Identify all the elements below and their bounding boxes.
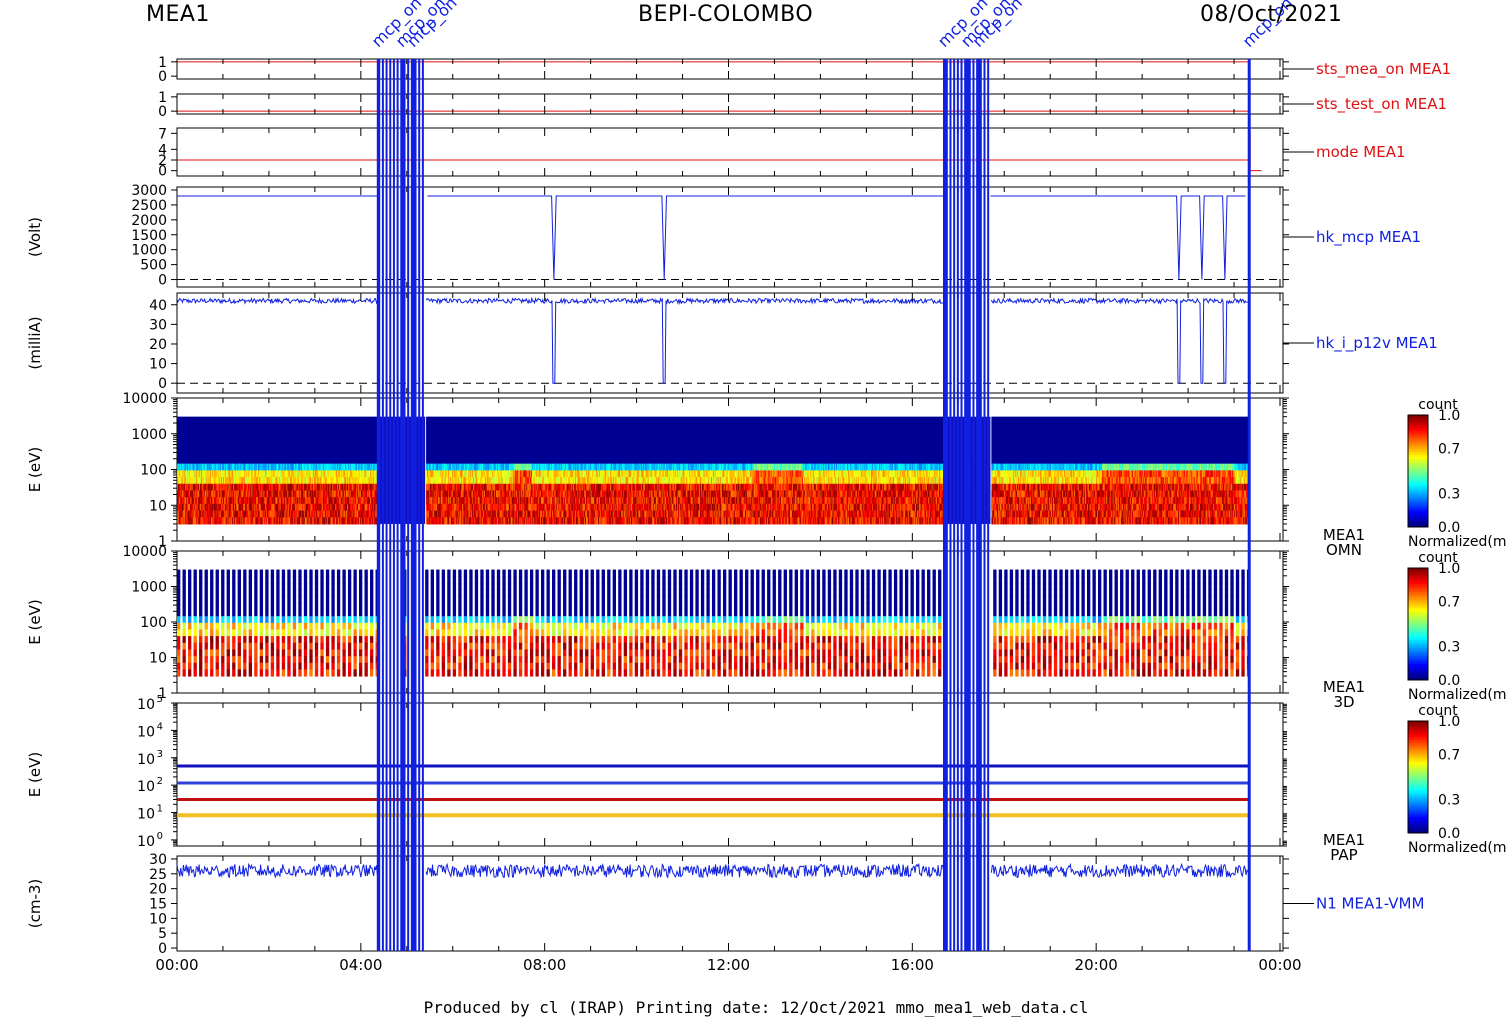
series-line [428, 196, 945, 280]
panel-label: sts_test_on MEA1 [1316, 95, 1447, 114]
y-axis-label: (Volt) [26, 217, 44, 257]
y-tick-label: 30 [149, 317, 167, 333]
y-tick-label: 500 [140, 258, 167, 274]
panel-frame [177, 293, 1283, 393]
panel-frame [177, 128, 1283, 176]
panel-omn [171, 398, 1289, 541]
y-tick-label: 0 [158, 273, 167, 289]
y-tick-label: 0 [158, 69, 167, 85]
series-line [426, 299, 946, 384]
panel-frame [177, 187, 1283, 287]
panel-label: mode MEA1 [1316, 143, 1406, 161]
panel-label: hk_i_p12v MEA1 [1316, 334, 1438, 353]
y-tick-label: 0 [158, 164, 167, 180]
panel-mode [171, 128, 1314, 176]
panel-hk_i_p12v [171, 293, 1314, 393]
y-axis-label: (milliA) [26, 316, 44, 369]
panel-label: sts_mea_on MEA1 [1316, 60, 1451, 79]
series-line [991, 299, 1247, 384]
y-tick-label: 1000 [131, 243, 167, 259]
y-tick-label: 20 [149, 337, 167, 353]
panel-hk_mcp [171, 187, 1314, 287]
y-tick-label: 1500 [131, 228, 167, 244]
y-tick-label: 7 [158, 126, 167, 142]
y-tick-label: 0 [158, 376, 167, 392]
y-tick-label: 40 [149, 298, 167, 314]
series-line [177, 299, 379, 304]
mode-step [1250, 133, 1261, 170]
y-tick-label: 2000 [131, 213, 167, 229]
y-tick-label: 10 [149, 357, 167, 373]
panel-label: hk_mcp MEA1 [1316, 228, 1421, 247]
y-tick-label: 0 [158, 104, 167, 120]
y-tick-label: 2500 [131, 198, 167, 214]
series-line [991, 196, 1246, 280]
y-tick-label: 3000 [131, 183, 167, 199]
